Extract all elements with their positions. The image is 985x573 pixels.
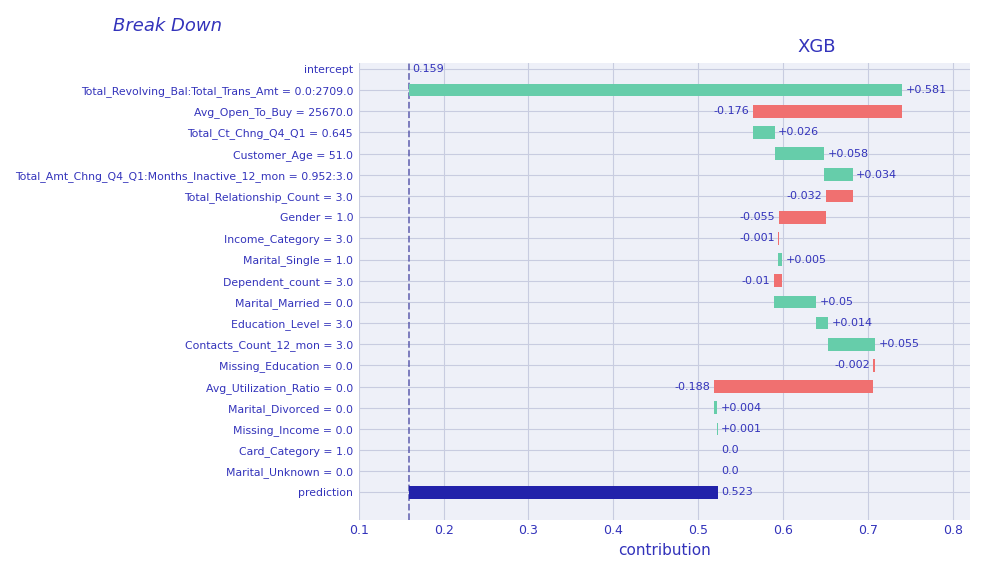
Text: +0.034: +0.034 [856, 170, 897, 180]
Bar [713, 402, 717, 414]
Text: -0.01: -0.01 [742, 276, 770, 286]
Bar [774, 296, 817, 308]
Text: -0.002: -0.002 [834, 360, 870, 370]
Bar [774, 274, 782, 287]
Bar [825, 190, 853, 202]
Bar [409, 84, 902, 96]
Text: +0.05: +0.05 [820, 297, 854, 307]
Bar [817, 317, 828, 329]
Bar [753, 105, 902, 117]
Bar [775, 147, 824, 160]
Text: 0.523: 0.523 [721, 488, 753, 497]
Bar [779, 211, 825, 223]
Bar [874, 359, 875, 372]
Bar [409, 486, 718, 499]
Bar [778, 253, 782, 266]
Text: 0.0: 0.0 [721, 466, 739, 476]
Text: +0.004: +0.004 [720, 403, 761, 413]
Text: -0.055: -0.055 [740, 212, 775, 222]
Text: Break Down: Break Down [113, 17, 222, 35]
Text: +0.026: +0.026 [778, 127, 820, 138]
Text: +0.014: +0.014 [831, 318, 873, 328]
Text: -0.176: -0.176 [713, 107, 750, 116]
Bar [824, 168, 853, 181]
Text: 0.0: 0.0 [721, 445, 739, 455]
Bar [713, 380, 874, 393]
Text: XGB: XGB [797, 38, 835, 56]
Bar [828, 338, 875, 351]
Text: +0.058: +0.058 [827, 148, 869, 159]
Bar [753, 126, 775, 139]
Text: +0.005: +0.005 [786, 254, 826, 265]
Text: 0.159: 0.159 [412, 64, 444, 74]
Text: -0.032: -0.032 [786, 191, 822, 201]
Text: +0.001: +0.001 [721, 424, 762, 434]
Text: +0.581: +0.581 [905, 85, 947, 95]
X-axis label: contribution: contribution [618, 543, 711, 558]
Text: +0.055: +0.055 [879, 339, 919, 350]
Text: -0.188: -0.188 [675, 382, 710, 391]
Text: -0.001: -0.001 [739, 233, 775, 244]
